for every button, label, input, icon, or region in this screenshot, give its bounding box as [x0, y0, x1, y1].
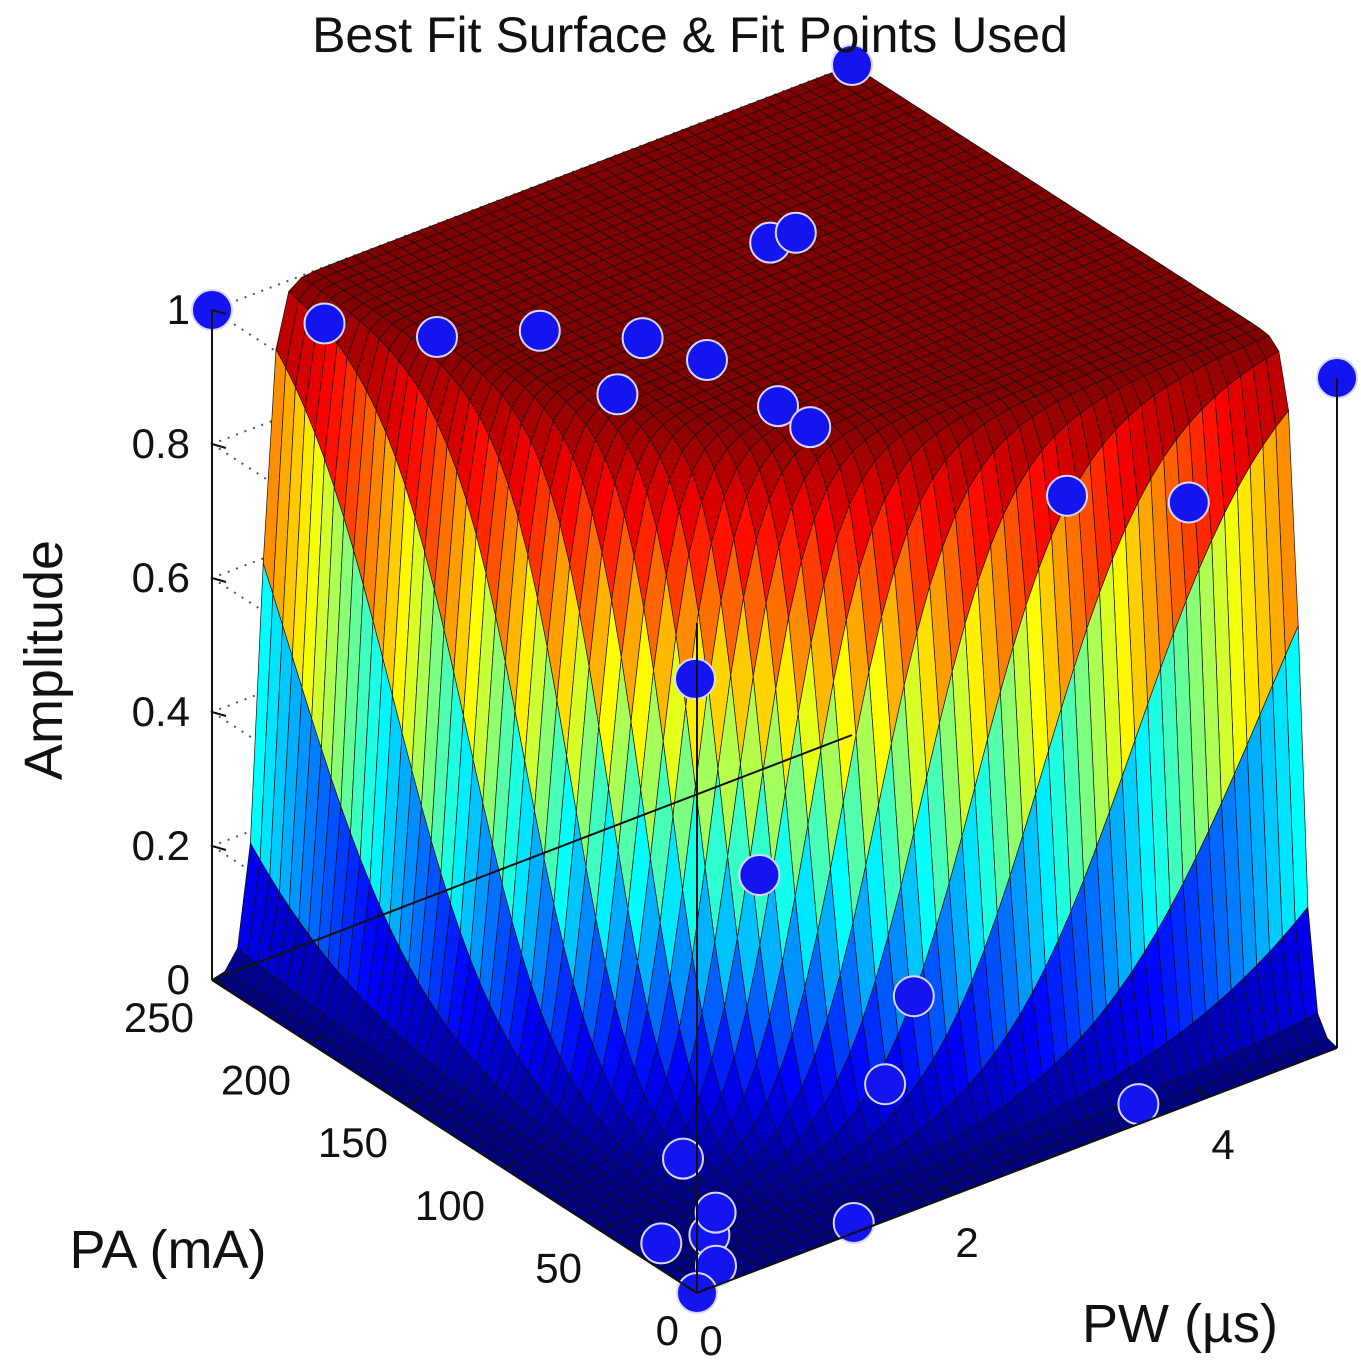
y-tick-label: 50 [535, 1244, 582, 1291]
fit-point [757, 385, 799, 428]
fit-point [674, 657, 716, 700]
x-tick-mark [939, 1186, 954, 1196]
chart-title: Best Fit Surface & Fit Points Used [312, 7, 1068, 63]
axis-edge [211, 979, 698, 1294]
fit-point [640, 1222, 683, 1265]
z-tick-label: 0.2 [132, 822, 190, 869]
x-tick-label: 0 [699, 1317, 722, 1361]
z-tick-label: 0 [167, 956, 190, 1003]
y-tick-mark [405, 1098, 420, 1107]
y-tick-mark [308, 1035, 323, 1044]
fit-point [303, 302, 346, 345]
fit-point [774, 211, 817, 254]
z-tick-mark [211, 979, 227, 985]
x-tick-label: 4 [1211, 1121, 1234, 1168]
z-tick-label: 0.8 [132, 420, 190, 467]
fit-point [416, 316, 458, 358]
x-axis-label: PW (µs) [1082, 1294, 1278, 1354]
fit-point [686, 339, 728, 381]
y-tick-label: 150 [318, 1119, 388, 1166]
y-tick-label: 250 [124, 994, 194, 1041]
z-axis-label: Amplitude [14, 540, 74, 780]
surface [211, 64, 1338, 1293]
fit-point [738, 854, 781, 896]
fit-point [596, 373, 639, 416]
z-tick-label: 0.6 [132, 554, 190, 601]
fit-point [518, 309, 561, 352]
y-tick-mark [696, 1286, 711, 1294]
axes-box [211, 310, 1338, 1294]
z-tick-label: 0.4 [132, 688, 190, 735]
fit-point [662, 1137, 704, 1180]
axis-edge [211, 734, 853, 981]
x-tick-mark [1195, 1088, 1210, 1098]
y-tick-label: 0 [656, 1307, 679, 1354]
fit-point [694, 1191, 737, 1234]
y-tick-label: 100 [415, 1182, 485, 1229]
axis-edge [696, 1047, 1338, 1294]
x-tick-mark [683, 1284, 698, 1294]
fit-point [1167, 481, 1210, 524]
y-axis-label: PA (mA) [69, 1220, 266, 1280]
fit-point [831, 44, 873, 86]
z-tick-label: 1 [167, 286, 190, 333]
y-tick-mark [599, 1223, 614, 1232]
fit-point [789, 406, 832, 449]
z-tick-mark [211, 711, 227, 717]
fit-point [892, 975, 935, 1018]
fit-point [621, 317, 664, 360]
fit-point [832, 1202, 875, 1244]
z-tick-mark [211, 443, 227, 449]
z-tick-mark [211, 309, 227, 315]
z-tick-mark [211, 577, 227, 583]
y-tick-label: 200 [221, 1057, 291, 1104]
fit-points [191, 44, 1358, 1314]
fit-point [864, 1063, 907, 1106]
x-tick-label: 2 [955, 1219, 978, 1266]
y-tick-mark [502, 1160, 517, 1169]
fit-point [1046, 474, 1088, 517]
z-tick-mark [211, 845, 227, 851]
y-tick-mark [211, 973, 226, 981]
